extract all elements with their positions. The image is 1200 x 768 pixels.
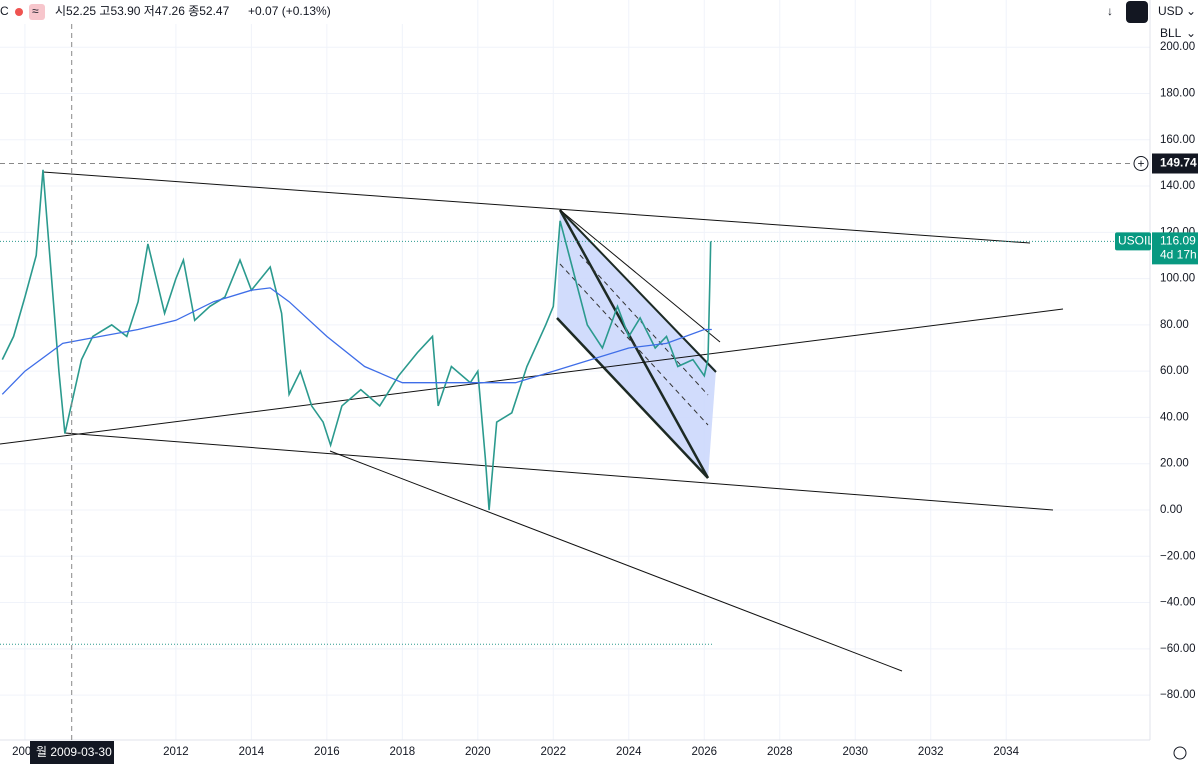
crosshair-price-tag xyxy=(1152,153,1198,174)
change: +0.07 (+0.13%) xyxy=(248,4,331,18)
y-tick-label: 20.00 xyxy=(1160,458,1189,470)
trend-line xyxy=(42,171,1031,244)
x-tick-label: 2028 xyxy=(767,746,793,758)
trend-line xyxy=(329,450,903,672)
crosshair-price-text: 149.74 xyxy=(1160,156,1197,170)
y-tick-label: 140.00 xyxy=(1160,180,1195,192)
y-tick-label: 60.00 xyxy=(1160,365,1189,377)
price-tag-text: 116.09 xyxy=(1160,234,1196,248)
icon xyxy=(29,4,45,20)
x-tick-label: 2014 xyxy=(239,746,265,758)
caret: ⌄ xyxy=(1186,26,1196,40)
trend-line xyxy=(64,432,1054,511)
countdown: 4d 17h xyxy=(1160,248,1197,262)
y-tick-label: −80.00 xyxy=(1160,689,1196,701)
caret: ⌄ xyxy=(1186,4,1196,18)
x-tick-label: 2022 xyxy=(541,746,567,758)
y-tick-label: −20.00 xyxy=(1160,550,1196,562)
y-tick-label: −60.00 xyxy=(1160,643,1196,655)
x-tick-label: 2016 xyxy=(314,746,340,758)
y-tick-label: 200.00 xyxy=(1160,41,1195,53)
channel-edge xyxy=(559,209,717,373)
symbol-tag-text: USOIL xyxy=(1118,234,1154,248)
price-line xyxy=(1,287,712,395)
y-tick-label: −40.00 xyxy=(1160,597,1196,609)
status-dot xyxy=(15,8,23,16)
crosshair-date-text: 월 2009-03-30 xyxy=(36,745,112,759)
y-tick-label: 160.00 xyxy=(1160,134,1195,146)
x-tick-label: 2032 xyxy=(918,746,944,758)
ohlc: 시52.25 고53.90 저47.26 종52.47 xyxy=(55,4,230,18)
x-tick-label: 2030 xyxy=(842,746,868,758)
x-tick-label: 2018 xyxy=(390,746,416,758)
trend-line xyxy=(0,308,1064,445)
trend-line xyxy=(559,209,721,343)
y-tick-label: 80.00 xyxy=(1160,319,1189,331)
unit: BLL xyxy=(1160,26,1182,40)
x-tick-label: 2020 xyxy=(465,746,491,758)
button[interactable] xyxy=(1126,1,1148,23)
icon-text: ≈ xyxy=(32,4,39,18)
symbol-tag xyxy=(1115,232,1151,251)
currency: USD xyxy=(1158,4,1184,18)
channel-edge xyxy=(556,317,709,479)
x-tick-label: 2024 xyxy=(616,746,642,758)
channel-mid xyxy=(559,263,709,426)
y-tick-label: 0.00 xyxy=(1160,504,1182,516)
y-tick-label: 180.00 xyxy=(1160,88,1195,100)
header-bg xyxy=(0,0,420,24)
x-tick-label: 2012 xyxy=(163,746,189,758)
settings[interactable] xyxy=(1173,746,1187,760)
symbol: C xyxy=(0,4,9,18)
x-tick-label: 2026 xyxy=(691,746,717,758)
plus: + xyxy=(1137,157,1144,171)
x-tick-label: 2034 xyxy=(993,746,1019,758)
y-tick-label: 100.00 xyxy=(1160,273,1195,285)
price-tag xyxy=(1152,232,1198,265)
crosshair-date-tag xyxy=(30,741,114,764)
add-button[interactable] xyxy=(1133,156,1149,172)
y-tick-label: 40.00 xyxy=(1160,411,1189,423)
arrow: ↓ xyxy=(1107,4,1113,18)
price-line xyxy=(1,169,712,511)
